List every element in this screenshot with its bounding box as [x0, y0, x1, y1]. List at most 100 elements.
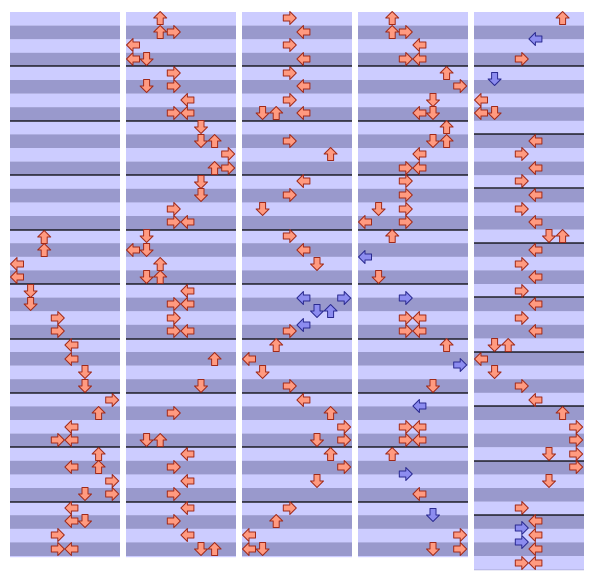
stripe	[10, 25, 120, 40]
arrow-note	[221, 161, 236, 175]
stripe	[474, 474, 584, 489]
arrow-note	[555, 406, 570, 420]
arrow-note	[105, 474, 120, 488]
arrow-note	[514, 501, 529, 515]
stripe	[126, 120, 236, 135]
arrow-note-blue	[514, 521, 529, 535]
stripe	[126, 107, 236, 121]
stripe	[358, 188, 468, 203]
stripe	[242, 474, 352, 489]
stripe	[10, 406, 120, 421]
arrow-note	[296, 393, 311, 407]
chart-column	[242, 11, 352, 558]
arrow-note	[501, 338, 516, 352]
arrow-note	[23, 297, 38, 311]
stripe	[474, 379, 584, 393]
arrow-note	[398, 215, 413, 229]
arrow-note	[514, 556, 529, 570]
arrow-note	[180, 93, 195, 107]
stripe	[358, 107, 468, 121]
arrow-note	[64, 420, 79, 434]
stripe	[358, 392, 468, 407]
arrow-note	[528, 542, 543, 556]
arrow-note	[296, 243, 311, 257]
arrow-note	[180, 215, 195, 229]
stripe	[358, 216, 468, 230]
arrow-note	[528, 324, 543, 338]
arrow-note	[474, 352, 488, 366]
arrow-note	[426, 542, 440, 556]
stripe	[358, 501, 468, 516]
stripe	[474, 447, 584, 461]
stripe	[358, 202, 468, 217]
stripe	[10, 134, 120, 149]
arrow-note	[50, 311, 65, 325]
arrow-note	[139, 52, 154, 66]
stripe	[474, 420, 584, 434]
arrow-note	[569, 420, 584, 434]
stripe	[358, 39, 468, 53]
arrow-note	[105, 487, 120, 501]
arrow-note	[528, 243, 543, 257]
stripe	[126, 352, 236, 366]
stripe	[126, 556, 236, 558]
arrow-note	[126, 243, 140, 257]
stripe	[10, 556, 120, 558]
stripe	[242, 379, 352, 393]
stripe	[358, 12, 468, 26]
stripe	[10, 447, 120, 461]
arrow-note	[385, 229, 400, 243]
arrow-note	[269, 106, 284, 120]
arrow-note	[64, 338, 79, 352]
stripe	[126, 229, 236, 244]
arrow-note	[337, 420, 352, 434]
stripe	[358, 338, 468, 353]
arrow-note	[64, 433, 79, 447]
arrow-note-blue	[528, 32, 543, 46]
arrow-note	[91, 460, 106, 474]
stripe	[358, 528, 468, 543]
arrow-note	[385, 447, 400, 461]
stripe	[126, 66, 236, 81]
arrow-note	[242, 528, 256, 542]
stripe	[10, 216, 120, 230]
stripe	[358, 515, 468, 529]
stripe	[474, 120, 584, 135]
arrow-note	[153, 25, 168, 39]
stripe	[10, 120, 120, 135]
stripe	[10, 52, 120, 67]
arrow-note	[139, 79, 154, 93]
stripe	[126, 188, 236, 203]
stripe	[126, 379, 236, 393]
chart-column	[474, 11, 584, 571]
arrow-note	[385, 11, 400, 25]
arrow-note	[255, 106, 270, 120]
arrow-note	[323, 447, 338, 461]
arrow-note	[269, 514, 284, 528]
stripe	[474, 569, 584, 571]
stripe	[242, 338, 352, 353]
arrow-note	[282, 324, 297, 338]
stripe	[126, 365, 236, 380]
stripe	[474, 39, 584, 53]
stripe	[10, 528, 120, 543]
stripe	[474, 256, 584, 271]
arrow-note	[105, 393, 120, 407]
stripe	[358, 474, 468, 489]
stripe	[474, 148, 584, 162]
arrow-note	[23, 284, 38, 298]
stripe	[474, 216, 584, 230]
arrow-note	[323, 406, 338, 420]
arrow-note	[91, 406, 106, 420]
stripe	[126, 460, 236, 475]
stripe	[10, 474, 120, 489]
arrow-note	[528, 134, 543, 148]
arrow-note	[385, 25, 400, 39]
arrow-note	[180, 297, 195, 311]
stripe	[358, 447, 468, 461]
arrow-note	[439, 338, 454, 352]
stripe	[242, 229, 352, 244]
stripe	[126, 202, 236, 217]
arrow-note	[282, 93, 297, 107]
stripe	[126, 392, 236, 407]
